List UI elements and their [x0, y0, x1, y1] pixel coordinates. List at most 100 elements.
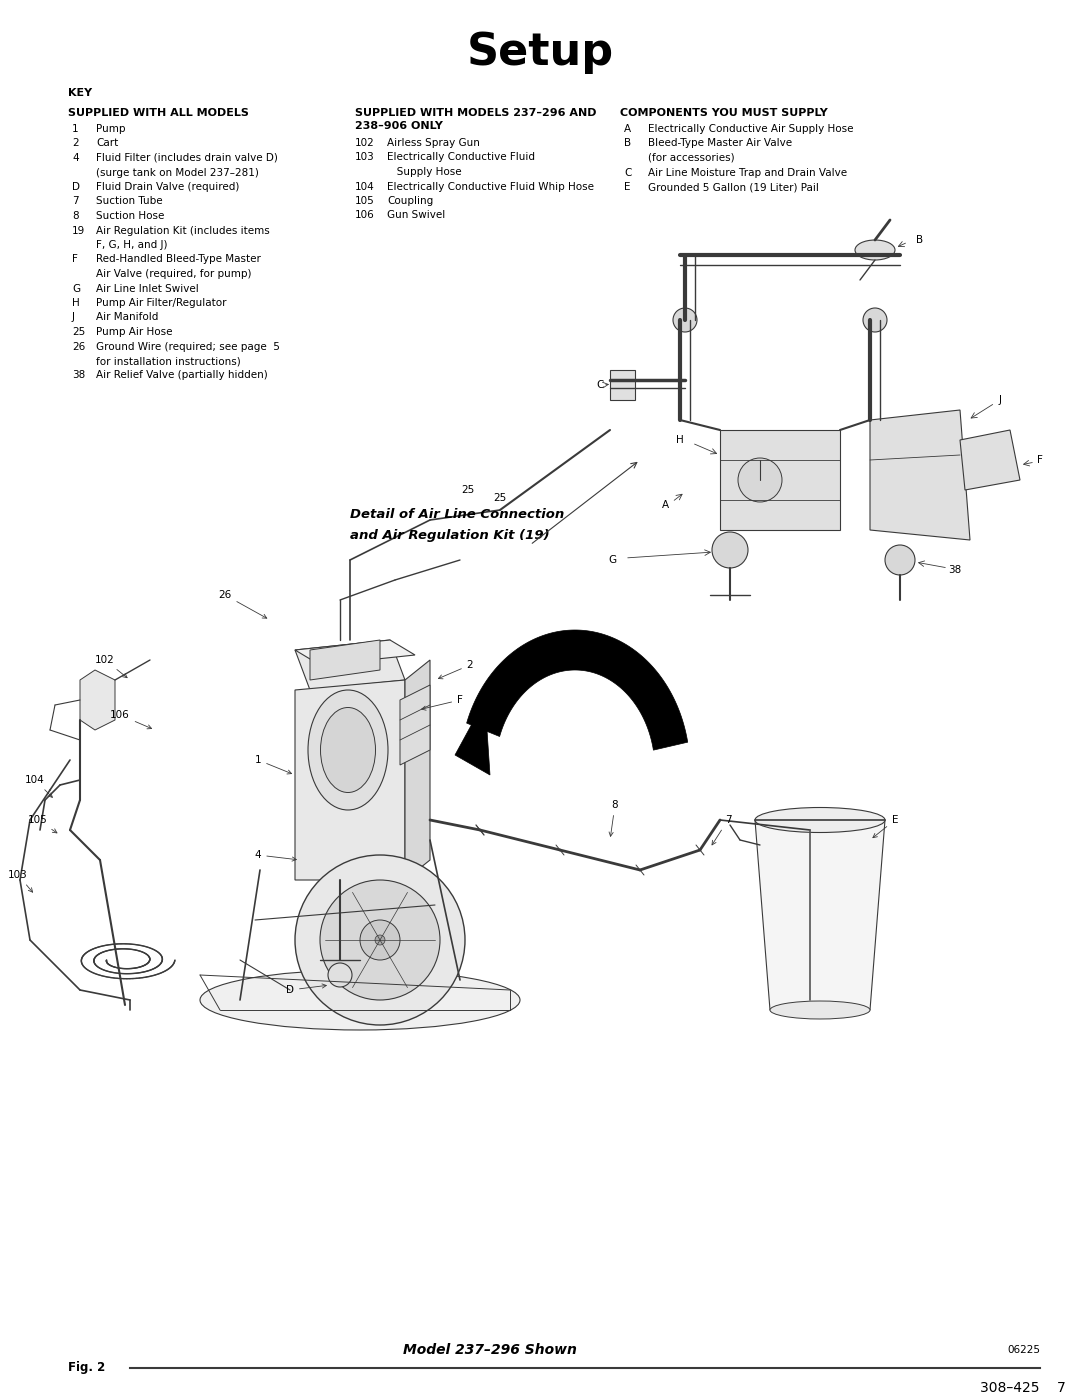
Text: Grounded 5 Gallon (19 Liter) Pail: Grounded 5 Gallon (19 Liter) Pail: [648, 182, 819, 191]
Text: 25: 25: [494, 493, 507, 503]
Text: A: A: [661, 500, 669, 510]
Circle shape: [320, 880, 440, 1000]
Text: 308–425    7: 308–425 7: [980, 1382, 1066, 1396]
Text: Suction Hose: Suction Hose: [96, 211, 164, 221]
Text: 25: 25: [72, 327, 85, 337]
Ellipse shape: [755, 807, 885, 833]
Text: (surge tank on Model 237–281): (surge tank on Model 237–281): [96, 168, 259, 177]
Text: Pump: Pump: [96, 124, 125, 134]
Ellipse shape: [855, 240, 895, 260]
Text: Fig. 2: Fig. 2: [68, 1362, 105, 1375]
Text: 2: 2: [438, 659, 473, 679]
Text: Detail of Air Line Connection: Detail of Air Line Connection: [350, 509, 564, 521]
Text: Air Regulation Kit (includes items: Air Regulation Kit (includes items: [96, 225, 270, 236]
Circle shape: [360, 921, 400, 960]
Text: and Air Regulation Kit (19): and Air Regulation Kit (19): [350, 528, 550, 542]
Text: G: G: [608, 555, 616, 564]
Text: 25: 25: [461, 485, 474, 495]
Text: 19: 19: [72, 225, 85, 236]
Text: 1: 1: [72, 124, 79, 134]
Text: Pump Air Filter/Regulator: Pump Air Filter/Regulator: [96, 298, 227, 307]
Text: (for accessories): (for accessories): [648, 154, 734, 163]
Polygon shape: [405, 659, 430, 880]
Polygon shape: [720, 430, 840, 529]
Text: 7: 7: [72, 197, 79, 207]
Text: F, G, H, and J): F, G, H, and J): [96, 240, 167, 250]
Text: Fluid Filter (includes drain valve D): Fluid Filter (includes drain valve D): [96, 154, 278, 163]
Text: Airless Spray Gun: Airless Spray Gun: [387, 138, 480, 148]
Text: 26: 26: [72, 341, 85, 352]
Text: 4: 4: [255, 849, 296, 861]
Ellipse shape: [321, 707, 376, 792]
Text: 104: 104: [25, 775, 52, 798]
Text: E: E: [624, 182, 631, 191]
Text: B: B: [917, 235, 923, 244]
Circle shape: [295, 855, 465, 1025]
Text: Gun Swivel: Gun Swivel: [387, 211, 445, 221]
Text: F: F: [421, 694, 463, 710]
Text: Air Manifold: Air Manifold: [96, 313, 159, 323]
Text: Bleed-Type Master Air Valve: Bleed-Type Master Air Valve: [648, 138, 792, 148]
Polygon shape: [960, 430, 1020, 490]
Text: J: J: [999, 395, 1001, 405]
Text: for installation instructions): for installation instructions): [96, 356, 241, 366]
Circle shape: [375, 935, 384, 944]
Text: Electrically Conductive Fluid Whip Hose: Electrically Conductive Fluid Whip Hose: [387, 182, 594, 191]
Text: 106: 106: [355, 211, 375, 221]
Text: 102: 102: [95, 655, 127, 678]
Polygon shape: [610, 370, 635, 400]
Text: Red-Handled Bleed-Type Master: Red-Handled Bleed-Type Master: [96, 254, 261, 264]
Text: Coupling: Coupling: [387, 196, 433, 205]
Text: 105: 105: [28, 814, 57, 833]
Text: 38: 38: [72, 370, 85, 380]
Text: H: H: [676, 434, 684, 446]
Text: 8: 8: [72, 211, 79, 221]
Circle shape: [863, 307, 887, 332]
Polygon shape: [467, 630, 688, 750]
Text: Air Valve (required, for pump): Air Valve (required, for pump): [96, 270, 252, 279]
Text: Suction Tube: Suction Tube: [96, 197, 163, 207]
Ellipse shape: [770, 1002, 870, 1018]
Text: 2: 2: [72, 138, 79, 148]
Text: Air Line Moisture Trap and Drain Valve: Air Line Moisture Trap and Drain Valve: [648, 168, 847, 177]
Text: F: F: [1037, 455, 1043, 465]
Polygon shape: [870, 409, 970, 541]
Text: B: B: [624, 138, 631, 148]
Text: 102: 102: [355, 138, 375, 148]
Text: C: C: [596, 380, 604, 390]
Text: Supply Hose: Supply Hose: [387, 168, 461, 177]
Text: A: A: [624, 124, 631, 134]
Text: 06225: 06225: [1007, 1345, 1040, 1355]
Text: Model 237–296 Shown: Model 237–296 Shown: [403, 1343, 577, 1356]
Ellipse shape: [200, 970, 519, 1030]
Text: 104: 104: [355, 182, 375, 191]
Text: Pump Air Hose: Pump Air Hose: [96, 327, 173, 337]
Text: J: J: [72, 313, 75, 323]
Polygon shape: [295, 640, 415, 665]
Text: 103: 103: [355, 152, 375, 162]
Text: F: F: [72, 254, 78, 264]
Circle shape: [885, 545, 915, 576]
Polygon shape: [455, 700, 490, 775]
Text: C: C: [624, 168, 632, 177]
Polygon shape: [755, 820, 885, 1010]
Text: 103: 103: [9, 870, 32, 893]
Text: G: G: [72, 284, 80, 293]
Circle shape: [328, 963, 352, 988]
Ellipse shape: [308, 690, 388, 810]
Polygon shape: [295, 680, 405, 880]
Text: Electrically Conductive Air Supply Hose: Electrically Conductive Air Supply Hose: [648, 124, 853, 134]
Text: 4: 4: [72, 154, 79, 163]
Text: H: H: [72, 298, 80, 307]
Polygon shape: [295, 640, 405, 690]
Text: SUPPLIED WITH ALL MODELS: SUPPLIED WITH ALL MODELS: [68, 108, 248, 117]
Text: SUPPLIED WITH MODELS 237–296 AND: SUPPLIED WITH MODELS 237–296 AND: [355, 108, 596, 117]
Text: 1: 1: [255, 754, 292, 774]
Circle shape: [712, 532, 748, 569]
Circle shape: [738, 458, 782, 502]
Polygon shape: [80, 671, 114, 731]
Text: 105: 105: [355, 196, 375, 205]
Text: Ground Wire (required; see page  5: Ground Wire (required; see page 5: [96, 341, 280, 352]
Text: 7: 7: [712, 814, 731, 845]
Text: Electrically Conductive Fluid: Electrically Conductive Fluid: [387, 152, 535, 162]
